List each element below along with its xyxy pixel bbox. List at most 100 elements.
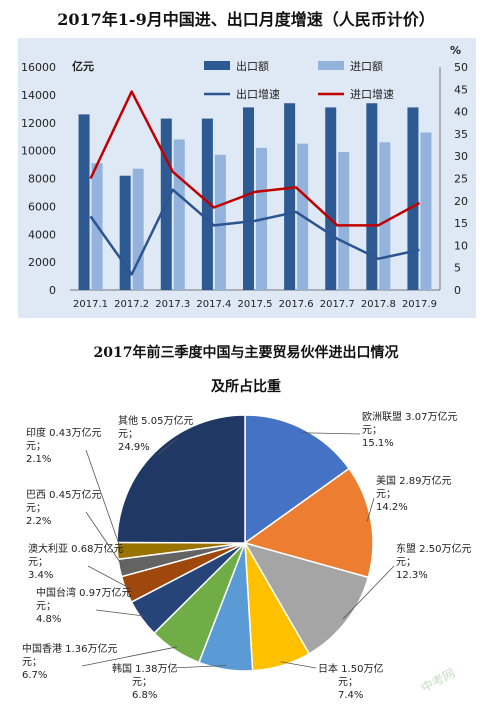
chart2-title-line1: 2017年前三季度中国与主要贸易伙伴进出口情况 [93,345,399,361]
x-tick-label: 2017.6 [279,299,314,310]
pie-label-unit: 元； [22,657,42,668]
bar-export [284,103,296,290]
y-left-tick-label: 2000 [28,256,56,269]
bar-export [119,175,131,290]
pie-label-percent: 6.8% [132,690,157,701]
y-left-tick-label: 16000 [21,61,56,74]
legend-swatch [318,61,344,70]
pie-leader-line [366,497,375,522]
pie-leader-line [85,511,124,568]
y-right-tick-label: 10 [454,239,468,252]
pie-label-unit: 元； [118,429,138,440]
legend-swatch [204,61,230,70]
pie-slice-0 [244,414,351,545]
legend-label: 进口额 [350,60,383,73]
pie-label-name: 印度 0.43万亿元 [26,426,101,439]
x-tick-label: 2017.5 [238,299,273,310]
pie-leader-line [280,661,317,669]
line-export-growth [89,188,420,276]
x-tick-label: 2017.9 [402,299,437,310]
bar-import [214,154,226,290]
y-right-tick-label: 25 [454,173,468,186]
pie-label-name: 中国台湾 0.97万亿元 [36,586,131,599]
pie-label-unit: 元； [132,677,152,688]
pie-label-unit: 元； [26,441,46,452]
watermark: 中考网 [418,665,457,695]
bar-import [338,152,350,290]
pie-slice-10 [116,414,246,544]
pie-leader-line [342,565,395,620]
pie-leader-line [301,432,361,435]
y-right-tick-label: 35 [454,128,468,141]
pie-label-unit: 元； [338,677,358,688]
y-right-tick-label: 45 [454,83,468,96]
y-right-tick-label: 20 [454,195,468,208]
chart2-title-line2: 及所占比重 [211,379,281,395]
pie-label-unit: 元； [26,503,46,514]
x-tick-label: 2017.3 [155,299,190,310]
legend-label: 进口增速 [350,87,394,101]
chart1-title: 2017年1-9月中国进、出口月度增速（人民币计价） [57,10,435,29]
pie-label-percent: 4.8% [36,614,61,625]
x-tick-label: 2017.8 [361,299,396,310]
y-left-tick-label: 8000 [28,173,56,186]
pie-label-percent: 3.4% [28,570,53,581]
legend-label: 出口额 [236,59,269,73]
y-right-unit: % [450,44,461,57]
bar-import [132,168,144,290]
pie-leader-line [81,646,178,667]
y-left-tick-label: 14000 [21,89,56,102]
pie-leader-line [157,437,179,456]
legend-label: 出口增速 [236,87,280,101]
y-left-tick-label: 4000 [28,228,56,241]
pie-leader-line [95,609,145,617]
pie-label-name: 美国 2.89万亿元 [376,474,451,487]
pie-label-percent: 7.4% [338,690,363,701]
bar-import [379,142,391,290]
pie-leader-line [87,565,130,589]
pie-label-percent: 6.7% [22,670,47,681]
pie-label-unit: 元； [396,557,416,568]
bar-export [201,118,213,290]
y-right-tick-label: 0 [454,284,461,297]
pie-label-percent: 2.2% [26,516,51,527]
pie-label-unit: 元； [36,601,56,612]
pie-slice-1 [243,467,374,579]
bar-export [78,114,90,290]
bar-export [407,107,419,290]
bar-import [420,132,432,290]
y-left-tick-label: 12000 [21,117,56,130]
pie-label-name: 日本 1.50万亿 [318,662,383,675]
pie-slice-2 [243,541,370,655]
y-right-tick-label: 50 [454,61,468,74]
y-left-unit: 亿元 [72,59,94,73]
pie-label-name: 韩国 1.38万亿 [112,662,177,675]
x-tick-label: 2017.4 [196,299,231,310]
bar-export [325,107,337,290]
pie-label-name: 东盟 2.50万亿元 [396,542,471,555]
y-right-tick-label: 15 [454,217,468,230]
pie-label-unit: 元； [28,557,48,568]
pie-label-name: 澳大利亚 0.68万亿元 [28,542,123,555]
pie-label-name: 巴西 0.45万亿元 [26,488,101,501]
pie-label-name: 中国香港 1.36万亿元 [22,642,117,655]
pie-label-percent: 24.9% [118,442,150,453]
x-tick-label: 2017.7 [320,299,355,310]
y-left-tick-label: 10000 [21,145,56,158]
bar-export [243,107,254,290]
pie-label-name: 欧洲联盟 3.07万亿元 [362,410,457,423]
pie-label-percent: 14.2% [376,502,408,513]
x-tick-label: 2017.1 [73,299,108,310]
bar-import [173,139,185,290]
pie-label-percent: 12.3% [396,570,428,581]
pie-leader-line [85,449,122,551]
pie-label-unit: 元； [376,489,396,500]
y-left-tick-label: 6000 [28,200,56,213]
bar-export [366,103,378,290]
x-tick-label: 2017.2 [114,299,149,310]
pie-label-unit: 元； [362,425,382,436]
pie-leader-line [171,665,226,669]
y-right-tick-label: 30 [454,150,468,163]
y-right-tick-label: 40 [454,106,468,119]
